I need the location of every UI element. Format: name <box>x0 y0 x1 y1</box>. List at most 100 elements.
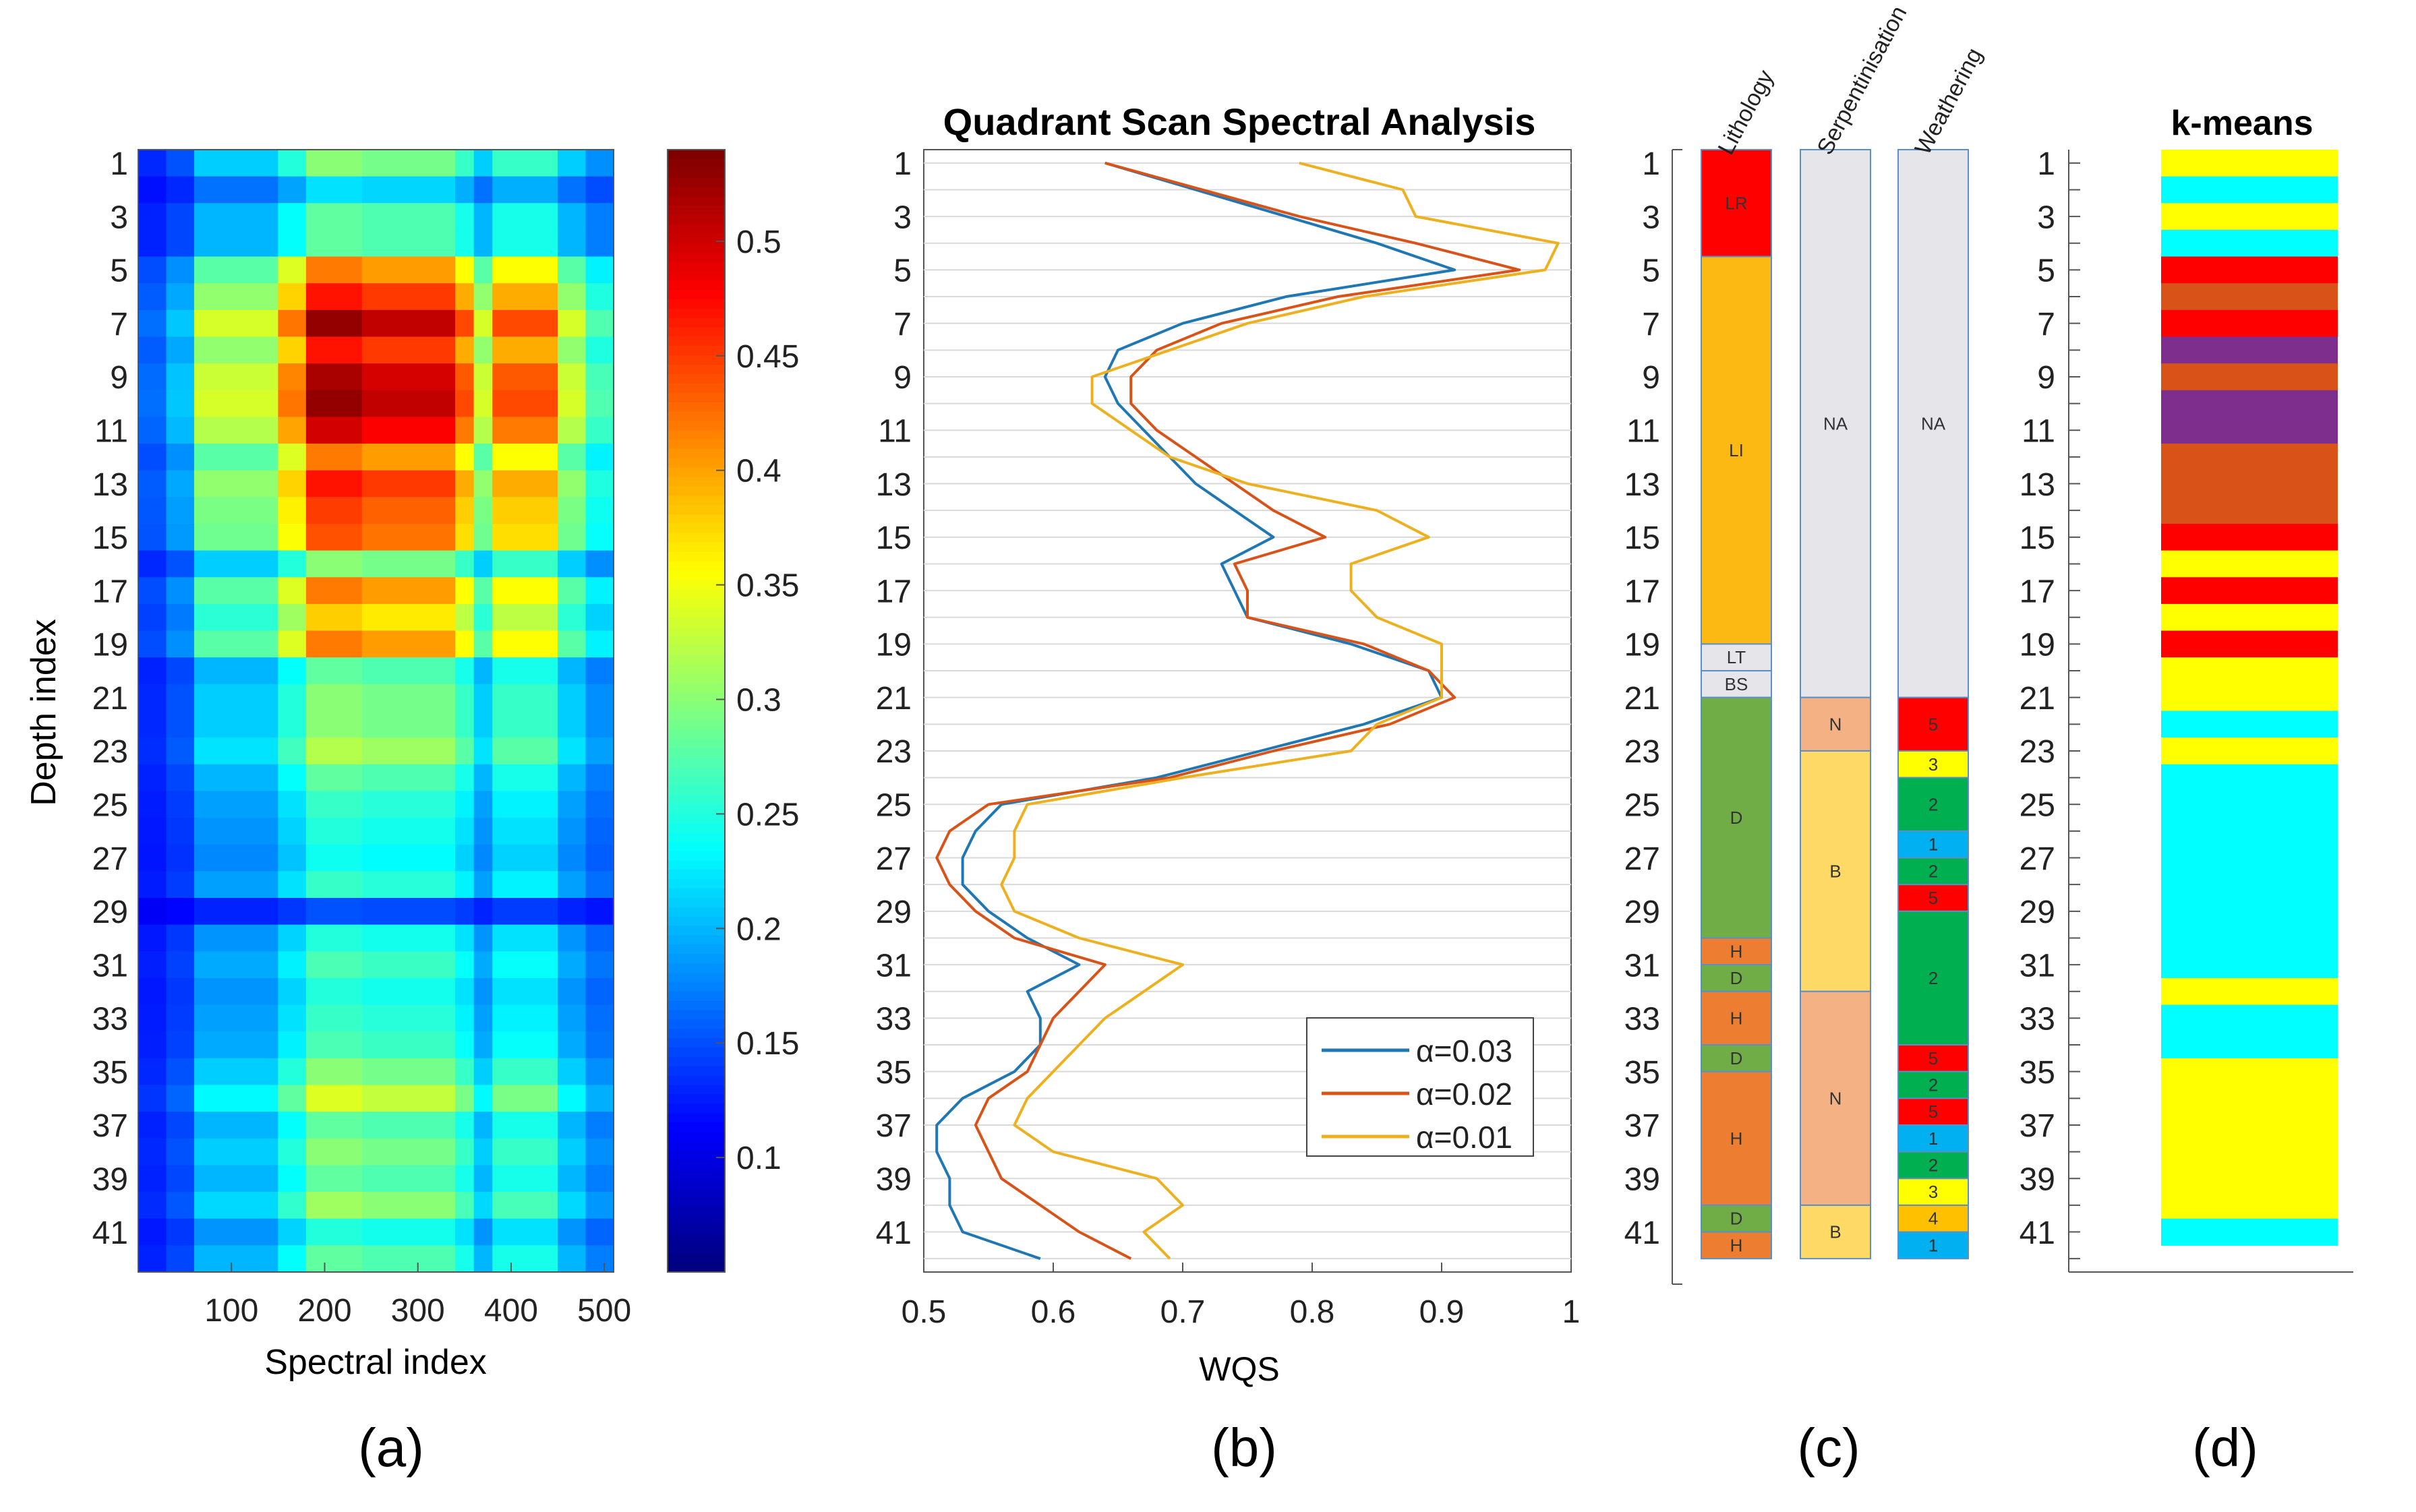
log-segment-label: H <box>1730 1128 1743 1149</box>
heatmap-cell <box>361 577 456 605</box>
colorbar-tick: 0.4 <box>736 454 782 489</box>
heatmap-cell <box>473 791 493 818</box>
heatmap-cell <box>585 1112 614 1139</box>
heatmap-cell <box>455 924 475 952</box>
heatmap-cell <box>166 390 195 418</box>
heatmap-cell <box>305 764 363 792</box>
line-series <box>1000 161 1560 1260</box>
colorbar-segment <box>668 327 725 338</box>
colorbar-segment <box>668 252 725 263</box>
heatmap-cell <box>473 363 493 391</box>
heatmap-cell <box>361 497 456 524</box>
heatmap-y-label: Depth index <box>24 619 63 806</box>
heatmap-cell <box>138 176 167 204</box>
log-segment-label: 5 <box>1928 714 1938 734</box>
log-segment <box>1897 1204 1969 1233</box>
heatmap-cell <box>473 1165 493 1192</box>
heatmap-cell <box>558 764 587 792</box>
heatmap-cell <box>194 176 278 204</box>
heatmap-cell <box>166 1085 195 1112</box>
log-segment-label: 4 <box>1928 1209 1938 1229</box>
heatmap-cell <box>492 791 558 818</box>
kmeans-row <box>2161 657 2338 685</box>
colorbar-segment <box>668 1029 725 1039</box>
colorbar-segment <box>668 673 725 684</box>
heatmap-y-tick: 17 <box>92 574 128 609</box>
heatmap-y-tick: 37 <box>92 1108 128 1144</box>
heatmap-cell <box>473 657 493 685</box>
heatmap-cell <box>194 417 278 444</box>
heatmap-cell <box>473 977 493 1006</box>
heatmap-cell <box>138 283 167 311</box>
colorbar-segment <box>668 879 725 889</box>
colorbar-segment <box>668 664 725 674</box>
heatmap-cell <box>361 309 456 338</box>
log-segment <box>1701 937 1772 966</box>
kmeans-y-tick: 19 <box>2020 628 2055 663</box>
log-segment-label: H <box>1730 941 1743 961</box>
line-series-group <box>935 161 1560 1261</box>
heatmap-cell <box>558 924 587 952</box>
heatmap-cell <box>558 1218 587 1246</box>
heatmap-cell <box>361 176 456 204</box>
heatmap-cell <box>278 818 307 845</box>
colorbar <box>668 150 725 1273</box>
heatmap-x-tick: 400 <box>484 1293 538 1329</box>
kmeans-row <box>2161 684 2338 712</box>
line-x-tick: 0.6 <box>1031 1294 1076 1330</box>
log-segment-label: 3 <box>1928 1182 1938 1202</box>
heatmap-cell <box>473 256 493 284</box>
heatmap-cell <box>361 791 456 818</box>
heatmap-cell <box>194 577 278 605</box>
heatmap-cell <box>455 417 475 444</box>
colorbar-segment <box>668 729 725 739</box>
log-segment-label: NA <box>1921 413 1946 433</box>
heatmap-cell <box>194 924 278 952</box>
line-y-tick: 1 <box>893 146 912 182</box>
heatmap-y-tick: 21 <box>92 681 128 717</box>
heatmap-cell <box>166 603 195 632</box>
heatmap-cell <box>166 550 195 578</box>
kmeans-y-tick: 33 <box>2020 1002 2055 1037</box>
kmeans-row <box>2161 390 2338 418</box>
kmeans-row <box>2161 1085 2338 1112</box>
log-segment-label: H <box>1730 1235 1743 1255</box>
heatmap-cell <box>166 1218 195 1246</box>
heatmap-cell <box>473 871 493 899</box>
line-y-tick: 23 <box>876 734 912 770</box>
heatmap-cell <box>278 603 307 632</box>
heatmap-cell <box>305 1058 363 1086</box>
heatmap-cell <box>473 737 493 765</box>
log-segment-label: N <box>1829 1088 1842 1108</box>
colorbar-segment <box>668 692 725 702</box>
heatmap-cell <box>558 737 587 765</box>
heatmap-cell <box>305 203 363 231</box>
heatmap-cell <box>278 1138 307 1166</box>
kmeans-row <box>2161 1138 2338 1166</box>
log-column-header: Weathering <box>1910 44 1988 159</box>
heatmap-cell <box>278 1085 307 1112</box>
heatmap-cell <box>473 710 493 738</box>
colorbar-segment <box>668 907 725 917</box>
heatmap-cell <box>585 229 614 258</box>
heatmap-cell <box>278 951 307 979</box>
heatmap-cell <box>361 444 456 471</box>
heatmap-cell <box>194 497 278 524</box>
colorbar-tick: 0.5 <box>736 224 782 260</box>
heatmap-cell <box>455 1112 475 1139</box>
legend-items: α=0.03 α=0.02 α=0.01 <box>1322 1033 1512 1155</box>
heatmap-cell <box>455 951 475 979</box>
heatmap-cell <box>455 336 475 364</box>
heatmap-cell <box>138 363 167 391</box>
heatmap-cell <box>278 444 307 471</box>
heatmap-cell <box>585 283 614 311</box>
heatmap-cell <box>492 1192 558 1219</box>
heatmap-cell <box>585 1085 614 1112</box>
log-segment-label: 2 <box>1928 861 1938 881</box>
heatmap-cell <box>305 603 363 632</box>
colorbar-segment <box>668 1215 725 1226</box>
heatmap-cell <box>138 924 167 952</box>
heatmap-cell <box>278 1245 307 1273</box>
heatmap-cell <box>473 1245 493 1273</box>
heatmap-cell <box>558 898 587 926</box>
